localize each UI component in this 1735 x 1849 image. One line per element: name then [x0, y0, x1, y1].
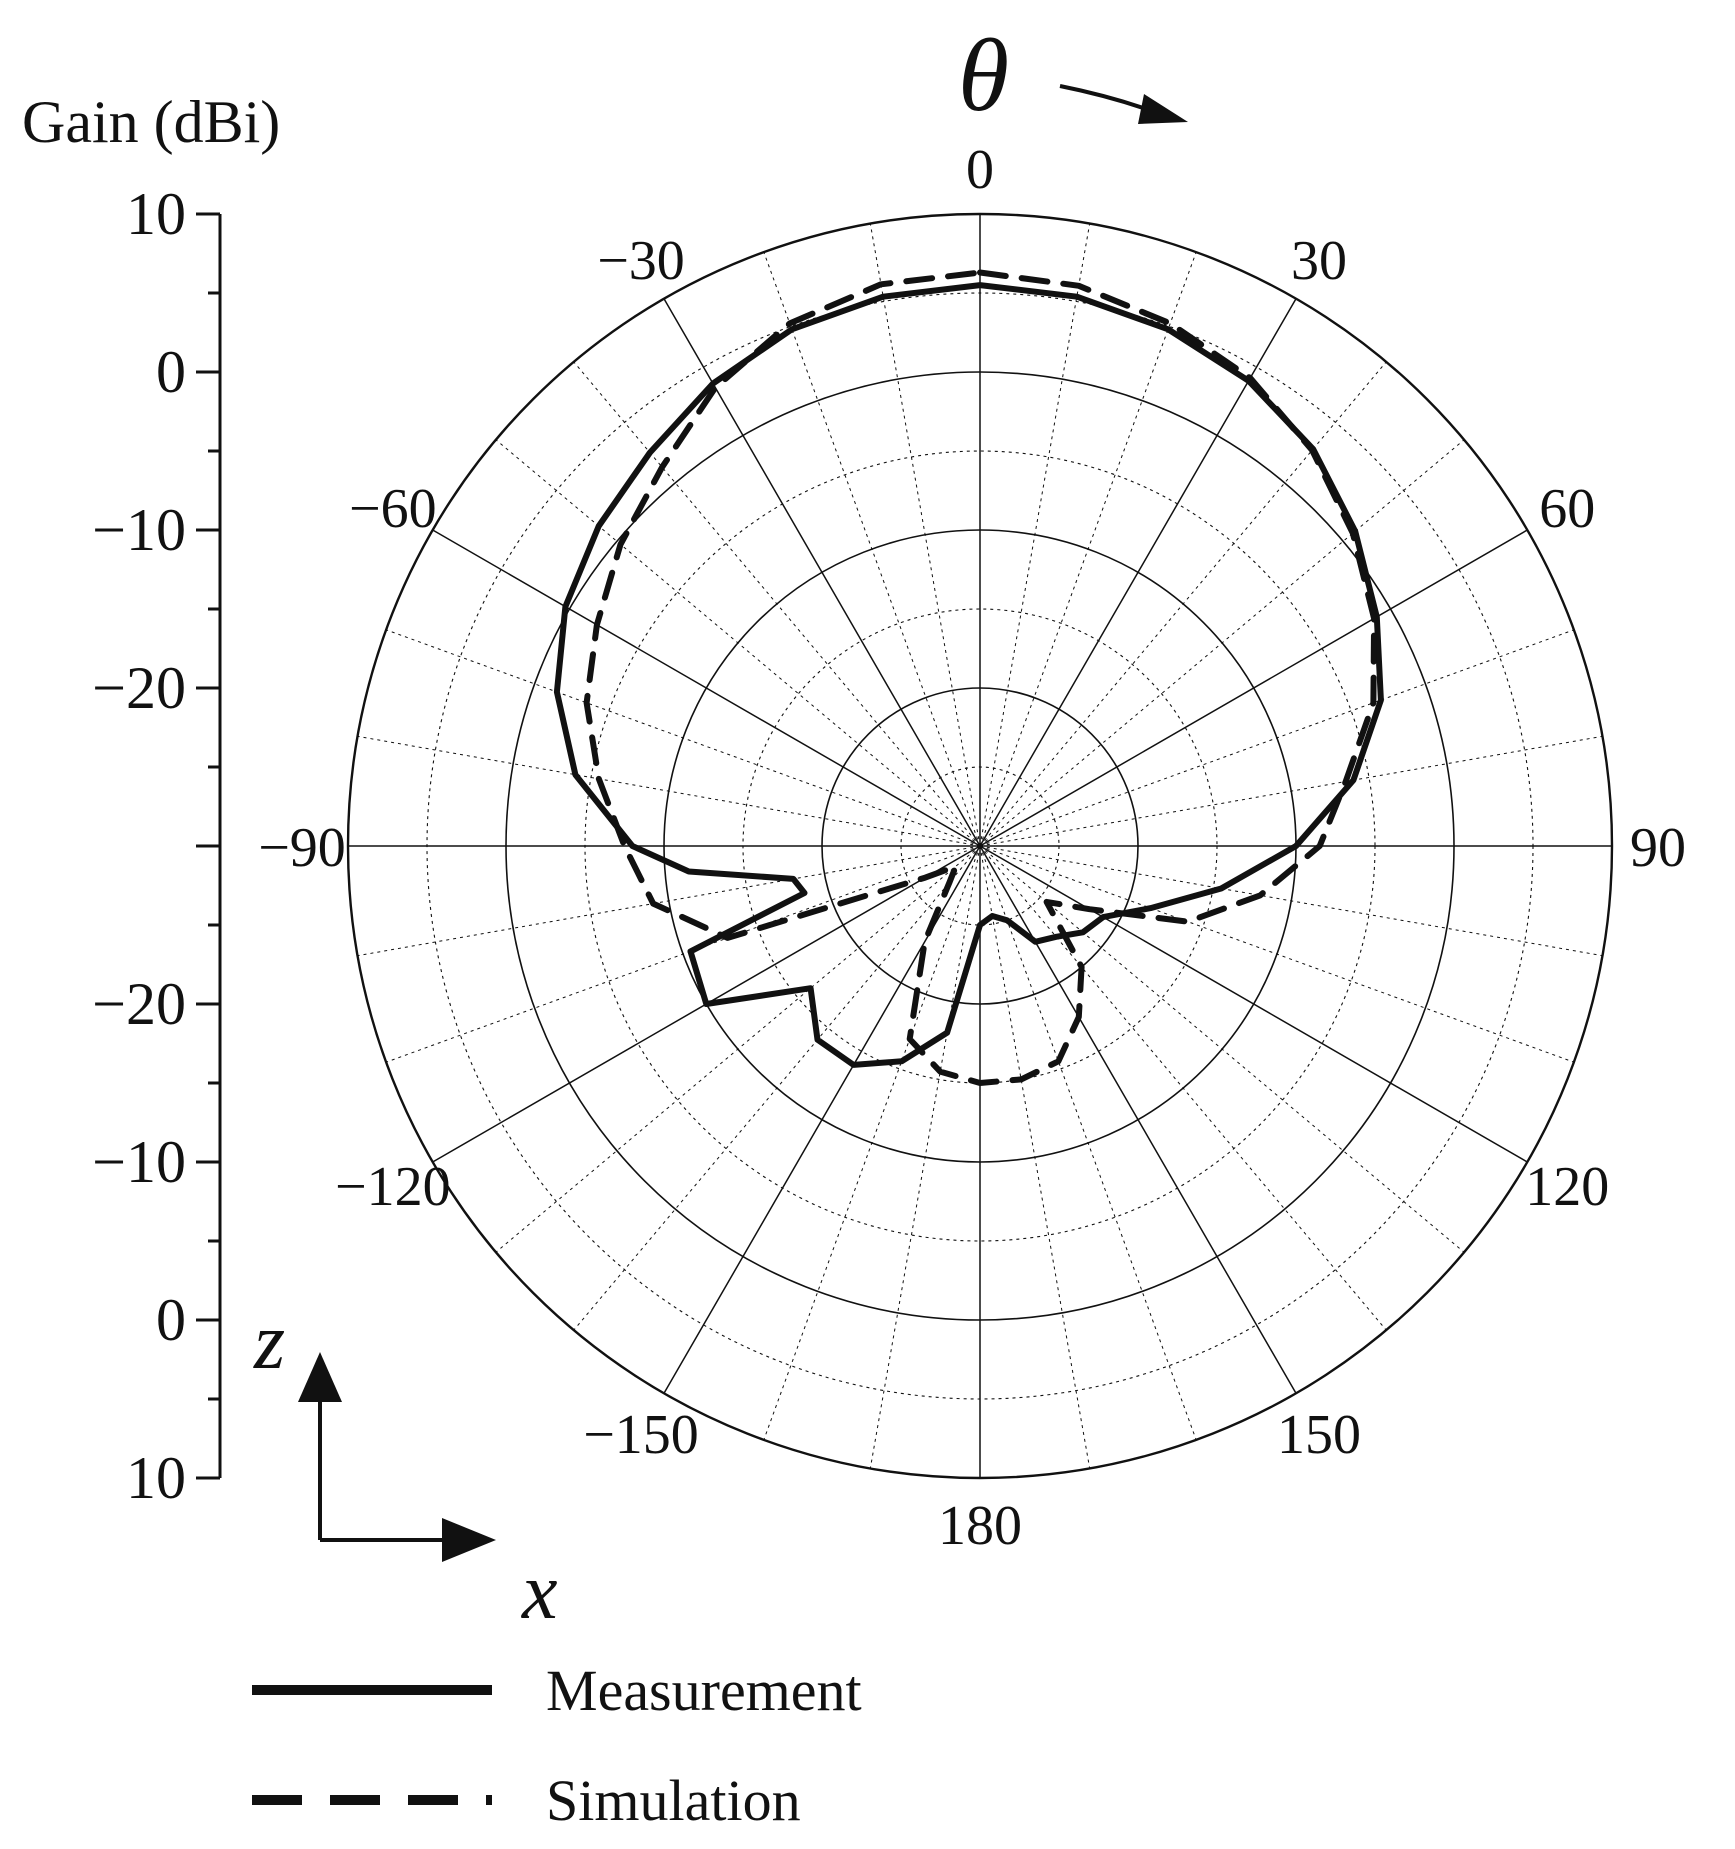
angle-tick-label: −30 — [597, 230, 685, 292]
grid-spoke-minor — [869, 845, 981, 1469]
grid-spoke-major — [432, 529, 981, 847]
gain-axis-ticks: 10 0 −10 −20 −20 −10 0 10 — [92, 181, 220, 1511]
z-arrow-head-icon — [298, 1352, 342, 1402]
angle-tick-label: 120 — [1525, 1156, 1609, 1218]
grid-spoke-minor — [385, 629, 981, 847]
grid-spoke-minor — [979, 845, 1387, 1331]
grid-spoke-minor — [979, 845, 1197, 1441]
gain-tick-label: 0 — [156, 339, 186, 405]
grid-spoke-minor — [979, 223, 1091, 847]
legend: Measurement Simulation — [252, 1658, 862, 1833]
grid-spoke-minor — [357, 845, 981, 957]
angle-tick-label: −150 — [583, 1404, 699, 1466]
grid-spoke-minor — [979, 735, 1603, 847]
gain-tick-label: 10 — [126, 181, 186, 247]
x-axis-label: x — [521, 1548, 558, 1636]
gain-tick-label: −10 — [92, 497, 186, 563]
legend-label-measurement: Measurement — [546, 1658, 862, 1723]
series-curves — [553, 269, 1384, 1086]
grid-spoke-major — [663, 845, 981, 1394]
grid-spoke-major — [979, 298, 1297, 847]
angle-tick-label: −60 — [349, 478, 437, 540]
grid-spoke-major — [979, 845, 1528, 1163]
theta-arrow-head-icon — [1138, 94, 1188, 124]
grid-spoke-minor — [979, 361, 1387, 847]
grid-spoke-major — [979, 529, 1528, 847]
grid-spoke-minor — [763, 251, 981, 847]
angle-tick-label: 180 — [938, 1495, 1022, 1557]
angle-tick-label: 60 — [1539, 478, 1595, 540]
grid-spoke-minor — [979, 845, 1603, 957]
grid-spoke-minor — [385, 845, 981, 1063]
grid-spoke-minor — [979, 439, 1465, 847]
theta-arrow — [1059, 84, 1156, 114]
z-axis-label: z — [253, 1298, 285, 1386]
angle-tick-label: 30 — [1291, 230, 1347, 292]
angle-tick-label: −120 — [335, 1156, 451, 1218]
gain-tick-label: −20 — [92, 655, 186, 721]
grid-spoke-minor — [979, 629, 1575, 847]
gain-tick-label: 10 — [126, 1445, 186, 1511]
grid-spoke-minor — [979, 251, 1197, 847]
gain-axis: 10 0 −10 −20 −20 −10 0 10 — [92, 181, 222, 1511]
grid-spoke-major — [979, 845, 1297, 1394]
gain-tick-label: 0 — [156, 1287, 186, 1353]
grid-spoke-minor — [763, 845, 981, 1441]
series-line-measurement — [553, 282, 1384, 1068]
axes-indicator: z x — [253, 1298, 558, 1636]
angle-tick-label: 90 — [1630, 817, 1686, 879]
polar-grid — [346, 212, 1614, 1480]
gain-tick-label: −20 — [92, 971, 186, 1037]
gain-axis-label: Gain (dBi) — [22, 89, 280, 155]
grid-spoke-minor — [495, 845, 981, 1253]
x-arrow-head-icon — [442, 1518, 496, 1562]
theta-symbol: θ — [958, 18, 1009, 133]
grid-spoke-minor — [979, 845, 1465, 1253]
angle-tick-label: 0 — [966, 139, 994, 201]
grid-spoke-minor — [979, 845, 1575, 1063]
legend-label-simulation: Simulation — [546, 1768, 801, 1833]
angle-tick-label: 150 — [1277, 1404, 1361, 1466]
angle-tick-labels: 0 30 60 90 120 150 180 −150 −120 −90 −60 −30 — [258, 139, 1686, 1557]
grid-spoke-minor — [573, 845, 981, 1331]
series-line-simulation — [583, 269, 1378, 1086]
angle-tick-label: −90 — [258, 817, 346, 879]
grid-spoke-minor — [357, 735, 981, 847]
grid-spoke-minor — [979, 845, 1091, 1469]
gain-tick-label: −10 — [92, 1129, 186, 1195]
grid-spoke-minor — [495, 439, 981, 847]
grid-spoke-major — [663, 298, 981, 847]
grid-spoke-minor — [573, 361, 981, 847]
grid-spoke-minor — [869, 223, 981, 847]
